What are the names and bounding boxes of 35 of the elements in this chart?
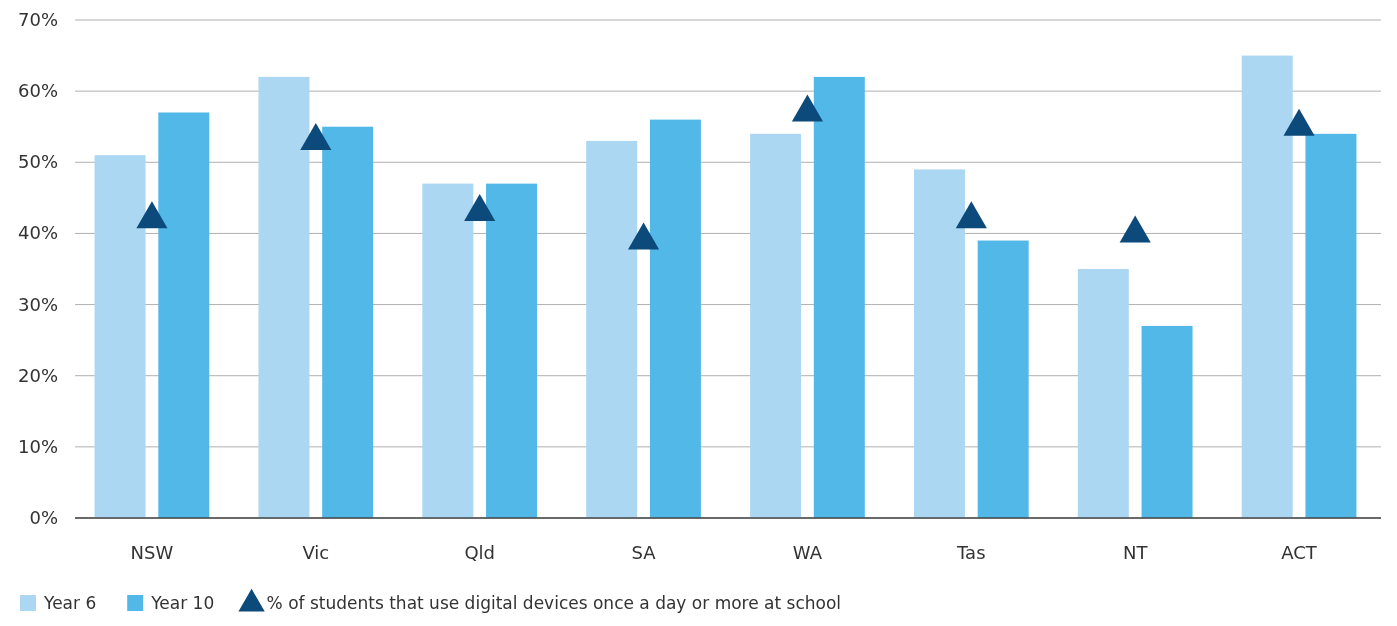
y-tick-label: 30% bbox=[17, 293, 58, 315]
bar bbox=[977, 240, 1029, 518]
x-tick-label: WA bbox=[792, 542, 823, 563]
x-tick-label: Vic bbox=[302, 542, 330, 563]
bar bbox=[94, 155, 146, 518]
x-tick-label: ACT bbox=[1281, 542, 1318, 563]
y-tick-label: 0% bbox=[29, 507, 58, 528]
legend-label: % of students that use digital devices once a day or more at school bbox=[266, 593, 842, 613]
x-tick-label: SA bbox=[631, 542, 657, 563]
bar bbox=[1077, 269, 1129, 518]
bar bbox=[649, 119, 701, 518]
bar bbox=[750, 133, 802, 518]
bar bbox=[586, 140, 638, 518]
y-tick-label: 60% bbox=[17, 80, 58, 102]
bar bbox=[158, 112, 210, 518]
bar bbox=[913, 169, 965, 518]
x-tick-label: NSW bbox=[130, 542, 174, 563]
x-tick-label: Qld bbox=[464, 542, 495, 563]
y-tick-label: 40% bbox=[17, 222, 58, 244]
bar bbox=[813, 76, 865, 518]
y-tick-label: 50% bbox=[17, 151, 58, 173]
y-tick-label: 10% bbox=[17, 435, 58, 457]
bar bbox=[322, 126, 374, 518]
x-tick-label: NT bbox=[1122, 542, 1149, 563]
bar bbox=[1141, 325, 1193, 518]
bar bbox=[422, 183, 474, 518]
y-tick-label: 20% bbox=[17, 364, 58, 386]
y-tick-label: 70% bbox=[17, 9, 58, 30]
legend-label: Year 10 bbox=[150, 593, 215, 613]
legend-label: Year 6 bbox=[43, 593, 97, 613]
bar bbox=[1305, 133, 1357, 518]
x-tick-label: Tas bbox=[956, 542, 986, 563]
bar bbox=[258, 76, 310, 518]
bar bbox=[486, 183, 538, 518]
bar bbox=[1241, 55, 1293, 518]
